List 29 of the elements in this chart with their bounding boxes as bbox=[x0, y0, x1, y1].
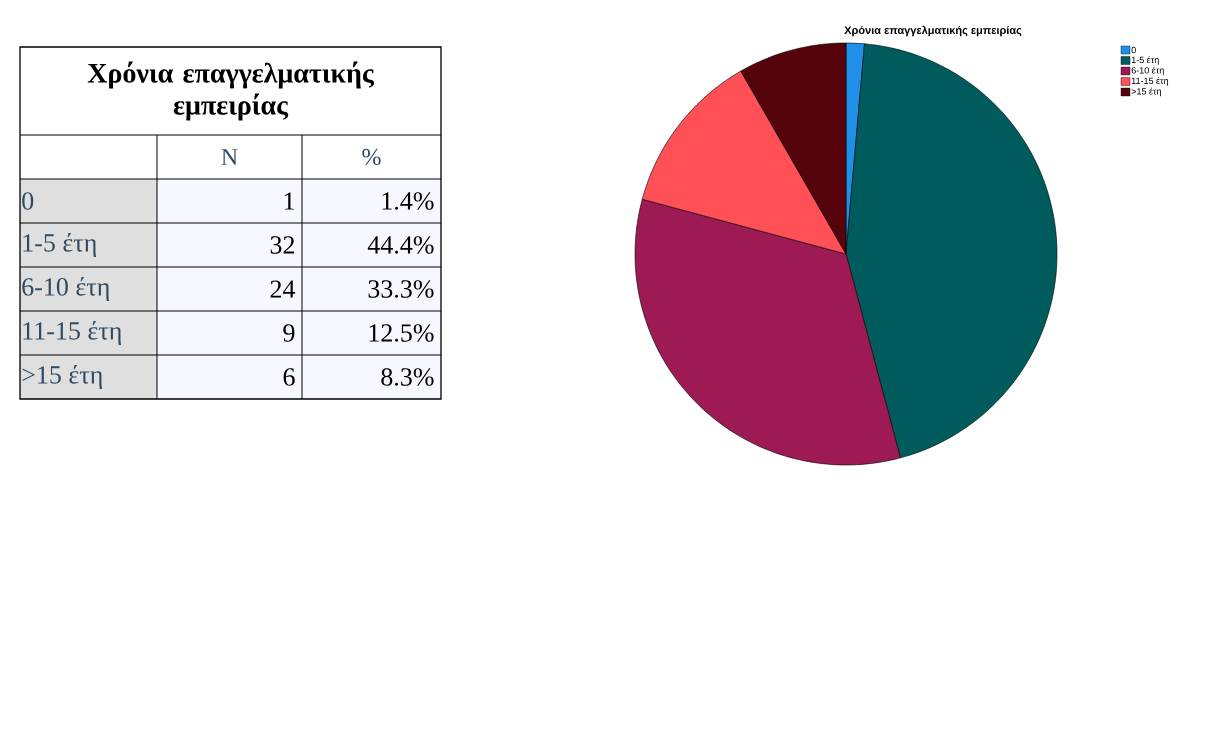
data-label: 9 bbox=[283, 324, 295, 342]
category-label: >15 έτη bbox=[22, 365, 102, 389]
text: % bbox=[413, 368, 434, 386]
series-label: N bbox=[221, 149, 238, 165]
data-label: 6 bbox=[283, 368, 295, 386]
text: % bbox=[362, 148, 381, 166]
text: % bbox=[413, 324, 434, 342]
legend-label: 1-5 έτη bbox=[1131, 56, 1159, 65]
category-label: 11-15 έτη bbox=[23, 321, 121, 345]
data-label: 1.4 bbox=[382, 192, 413, 210]
chart-title: Χρόνια επαγγελματικής εμπειρίας bbox=[844, 25, 1022, 37]
legend-label: >15 έτη bbox=[1131, 87, 1161, 97]
text: % bbox=[413, 192, 434, 210]
data-label: 44.4 bbox=[367, 236, 413, 254]
data-label: 12.5 bbox=[369, 324, 412, 342]
data-label: 24 bbox=[270, 280, 296, 298]
data-label: 1 bbox=[284, 192, 294, 210]
text: % bbox=[413, 236, 434, 254]
legend-label: 6-10 έτη bbox=[1131, 66, 1164, 76]
data-label: 32 bbox=[270, 236, 295, 254]
text: % bbox=[413, 280, 434, 298]
category-label: 1-5 έτη bbox=[23, 233, 96, 257]
data-label: 33.3 bbox=[368, 280, 412, 298]
category-label: 6-10 έτη bbox=[22, 277, 109, 301]
text: Χρόνια επαγγελματικής εμπειρίας bbox=[87, 61, 375, 121]
data-label: 8.3 bbox=[381, 368, 412, 386]
category-label: 0 bbox=[22, 192, 34, 210]
legend-label: 0 bbox=[1131, 46, 1136, 54]
legend-label: 11-15 έτη bbox=[1131, 77, 1169, 86]
